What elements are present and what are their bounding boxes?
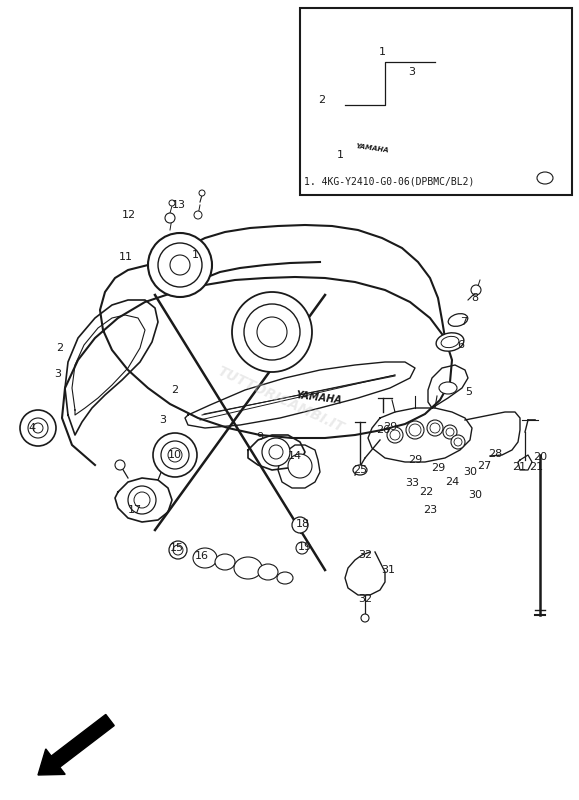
Ellipse shape bbox=[215, 554, 235, 570]
Text: 20: 20 bbox=[533, 452, 547, 462]
Circle shape bbox=[446, 428, 454, 436]
Text: 12: 12 bbox=[122, 210, 136, 220]
Circle shape bbox=[361, 614, 369, 622]
Circle shape bbox=[153, 433, 197, 477]
Text: TUTTORICAMBI.IT: TUTTORICAMBI.IT bbox=[215, 365, 346, 435]
Text: 6: 6 bbox=[457, 340, 464, 350]
Circle shape bbox=[406, 421, 424, 439]
Circle shape bbox=[262, 438, 290, 466]
Ellipse shape bbox=[441, 336, 459, 348]
Text: 29: 29 bbox=[431, 463, 445, 473]
Text: 16: 16 bbox=[195, 551, 209, 561]
Circle shape bbox=[168, 448, 182, 462]
Ellipse shape bbox=[193, 548, 217, 568]
Text: 23: 23 bbox=[423, 505, 437, 515]
Circle shape bbox=[443, 425, 457, 439]
Text: 3: 3 bbox=[408, 67, 415, 77]
Text: 2: 2 bbox=[318, 95, 325, 105]
Text: 26: 26 bbox=[376, 425, 390, 435]
Circle shape bbox=[173, 545, 183, 555]
Circle shape bbox=[292, 517, 308, 533]
Text: 28: 28 bbox=[488, 449, 502, 459]
Circle shape bbox=[257, 317, 287, 347]
Circle shape bbox=[20, 410, 56, 446]
Text: 32: 32 bbox=[358, 550, 372, 560]
Circle shape bbox=[161, 441, 189, 469]
Text: 1: 1 bbox=[336, 150, 343, 160]
Circle shape bbox=[454, 438, 462, 446]
Text: 22: 22 bbox=[419, 487, 433, 497]
Text: YAMAHA: YAMAHA bbox=[295, 390, 342, 406]
Text: 31: 31 bbox=[381, 565, 395, 575]
Ellipse shape bbox=[277, 572, 293, 584]
Circle shape bbox=[387, 427, 403, 443]
Circle shape bbox=[199, 190, 205, 196]
Ellipse shape bbox=[448, 314, 468, 326]
Text: 14: 14 bbox=[288, 451, 302, 461]
Circle shape bbox=[471, 285, 481, 295]
Ellipse shape bbox=[436, 333, 464, 351]
Text: 30: 30 bbox=[468, 490, 482, 500]
Circle shape bbox=[158, 243, 202, 287]
Text: 2: 2 bbox=[171, 385, 178, 395]
Text: 25: 25 bbox=[353, 465, 367, 475]
Text: 3: 3 bbox=[54, 369, 61, 379]
Text: 17: 17 bbox=[128, 505, 142, 515]
Text: 11: 11 bbox=[119, 252, 133, 262]
Text: 1: 1 bbox=[379, 47, 386, 57]
Circle shape bbox=[165, 213, 175, 223]
Circle shape bbox=[288, 454, 312, 478]
Text: 4: 4 bbox=[28, 423, 35, 433]
Circle shape bbox=[28, 418, 48, 438]
Ellipse shape bbox=[353, 465, 367, 475]
Circle shape bbox=[296, 542, 308, 554]
Circle shape bbox=[430, 423, 440, 433]
Circle shape bbox=[115, 460, 125, 470]
Text: 18: 18 bbox=[296, 519, 310, 529]
Text: 33: 33 bbox=[405, 478, 419, 488]
FancyArrow shape bbox=[38, 714, 114, 775]
Text: 29: 29 bbox=[408, 455, 422, 465]
Circle shape bbox=[232, 292, 312, 372]
Text: 24: 24 bbox=[445, 477, 459, 487]
Text: 19: 19 bbox=[298, 542, 312, 552]
Text: YAMAHA: YAMAHA bbox=[355, 142, 389, 154]
Text: 3: 3 bbox=[159, 415, 167, 425]
Circle shape bbox=[170, 255, 190, 275]
Circle shape bbox=[134, 492, 150, 508]
Circle shape bbox=[33, 423, 43, 433]
Text: 2: 2 bbox=[56, 343, 64, 353]
Text: 29: 29 bbox=[383, 422, 397, 432]
Text: 9: 9 bbox=[256, 432, 263, 442]
Bar bbox=[300, 8, 572, 195]
Text: 10: 10 bbox=[168, 450, 182, 460]
Circle shape bbox=[390, 430, 400, 440]
Ellipse shape bbox=[439, 382, 457, 394]
Text: 7: 7 bbox=[460, 317, 468, 327]
Text: 15: 15 bbox=[170, 543, 184, 553]
Circle shape bbox=[451, 435, 465, 449]
Circle shape bbox=[148, 233, 212, 297]
Circle shape bbox=[169, 541, 187, 559]
Text: 13: 13 bbox=[172, 200, 186, 210]
Text: 21: 21 bbox=[512, 462, 526, 472]
Text: 8: 8 bbox=[471, 293, 479, 303]
Text: 1. 4KG-Y2410-G0-06(DPBMC/BL2): 1. 4KG-Y2410-G0-06(DPBMC/BL2) bbox=[304, 177, 474, 187]
Ellipse shape bbox=[234, 557, 262, 579]
Text: 32: 32 bbox=[358, 594, 372, 604]
Circle shape bbox=[194, 211, 202, 219]
Text: 1: 1 bbox=[192, 250, 199, 260]
Circle shape bbox=[269, 445, 283, 459]
Circle shape bbox=[409, 424, 421, 436]
Circle shape bbox=[128, 486, 156, 514]
Ellipse shape bbox=[258, 564, 278, 580]
Text: 5: 5 bbox=[466, 387, 472, 397]
Circle shape bbox=[169, 200, 175, 206]
Text: 27: 27 bbox=[477, 461, 491, 471]
Circle shape bbox=[244, 304, 300, 360]
Ellipse shape bbox=[537, 172, 553, 184]
Text: 21: 21 bbox=[529, 462, 543, 472]
Text: 30: 30 bbox=[463, 467, 477, 477]
Circle shape bbox=[427, 420, 443, 436]
